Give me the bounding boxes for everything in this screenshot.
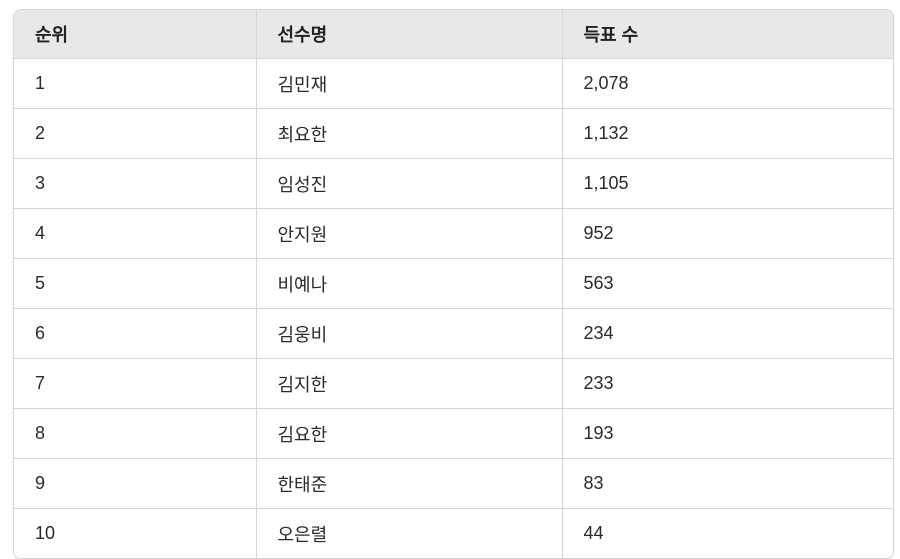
- vote-ranking-table-container: 순위 선수명 득표 수 1 김민재 2,078 2 최요한 1,132 3 임성진 1,105 4…: [13, 9, 894, 559]
- votes-cell: 234: [562, 308, 893, 359]
- votes-cell: 1,105: [562, 158, 893, 209]
- votes-cell: 2,078: [562, 58, 893, 109]
- header-votes: 득표 수: [562, 10, 893, 59]
- rank-cell: 5: [14, 258, 257, 309]
- player-name-cell: 김민재: [256, 58, 563, 109]
- votes-cell: 1,132: [562, 108, 893, 159]
- player-name-cell: 김웅비: [256, 308, 563, 359]
- player-name-cell: 최요한: [256, 108, 563, 159]
- table-row: 7 김지한 233: [14, 358, 893, 409]
- votes-cell: 233: [562, 358, 893, 409]
- table-row: 9 한태준 83: [14, 458, 893, 509]
- table-row: 1 김민재 2,078: [14, 58, 893, 109]
- player-name-cell: 임성진: [256, 158, 563, 209]
- votes-cell: 193: [562, 408, 893, 459]
- rank-cell: 1: [14, 58, 257, 109]
- rank-cell: 9: [14, 458, 257, 509]
- table-header-row: 순위 선수명 득표 수: [14, 10, 893, 59]
- table-row: 4 안지원 952: [14, 208, 893, 259]
- rank-cell: 7: [14, 358, 257, 409]
- player-name-cell: 오은렬: [256, 508, 563, 558]
- table-row: 10 오은렬 44: [14, 508, 893, 558]
- table-row: 5 비예나 563: [14, 258, 893, 309]
- vote-ranking-table: 순위 선수명 득표 수 1 김민재 2,078 2 최요한 1,132 3 임성진 1,105 4…: [14, 10, 893, 558]
- player-name-cell: 한태준: [256, 458, 563, 509]
- player-name-cell: 비예나: [256, 258, 563, 309]
- table-row: 2 최요한 1,132: [14, 108, 893, 159]
- rank-cell: 2: [14, 108, 257, 159]
- rank-cell: 3: [14, 158, 257, 209]
- player-name-cell: 김지한: [256, 358, 563, 409]
- table-row: 8 김요한 193: [14, 408, 893, 459]
- table-row: 3 임성진 1,105: [14, 158, 893, 209]
- rank-cell: 6: [14, 308, 257, 359]
- player-name-cell: 김요한: [256, 408, 563, 459]
- table-row: 6 김웅비 234: [14, 308, 893, 359]
- player-name-cell: 안지원: [256, 208, 563, 259]
- votes-cell: 952: [562, 208, 893, 259]
- votes-cell: 83: [562, 458, 893, 509]
- rank-cell: 8: [14, 408, 257, 459]
- header-rank: 순위: [14, 10, 257, 59]
- votes-cell: 563: [562, 258, 893, 309]
- header-player-name: 선수명: [256, 10, 563, 59]
- votes-cell: 44: [562, 508, 893, 558]
- rank-cell: 4: [14, 208, 257, 259]
- rank-cell: 10: [14, 508, 257, 558]
